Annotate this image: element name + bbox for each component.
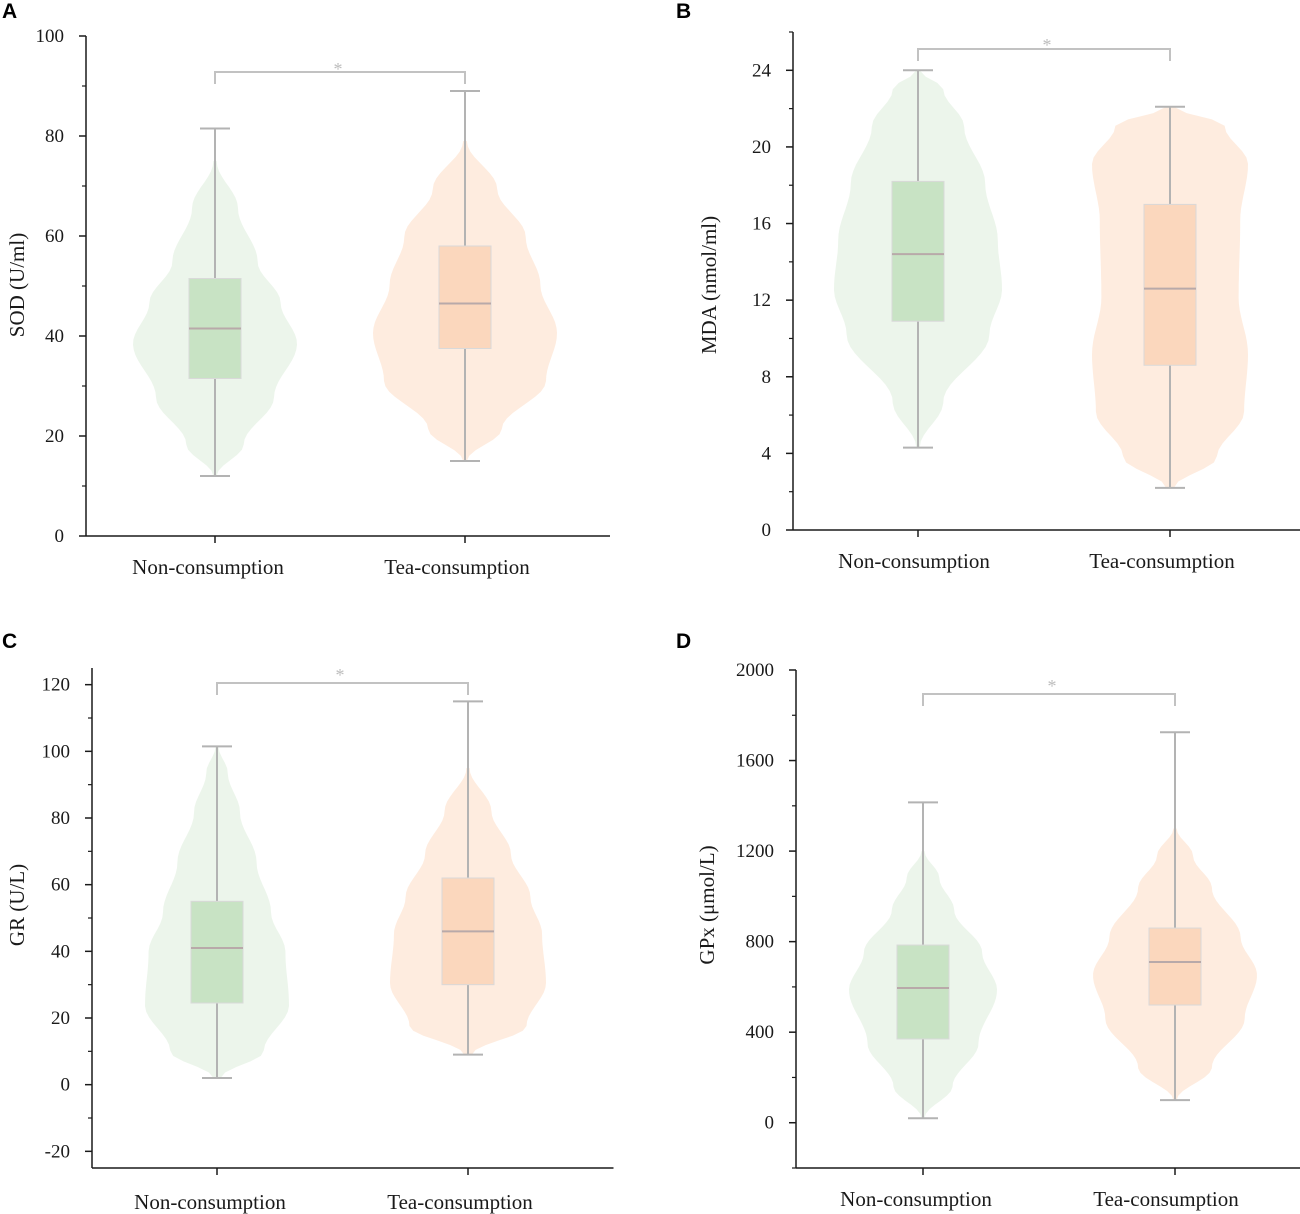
significance-bracket [216, 682, 469, 695]
y-tick-label: 0 [765, 1113, 775, 1134]
panel-letter-a: A [2, 0, 17, 23]
panel-c-xlabel-non: Non-consumption [134, 1190, 286, 1214]
y-tick-label: 2000 [736, 660, 774, 681]
iqr-box-tea [438, 245, 492, 349]
panel-c-xlabel-tea: Tea-consumption [387, 1190, 533, 1214]
iqr-box-non [891, 180, 945, 322]
panel-b-plot: 0 4 8 12 16 20 24 [752, 31, 1300, 541]
panel-b-ylabel: MDA (nmol/ml) [697, 216, 721, 354]
panel-c: C GR (U/L) -20 0 20 40 60 80 100 120 Non-consum… [2, 630, 614, 1214]
y-tick-label: 0 [61, 1075, 71, 1096]
iqr-box-non [896, 944, 950, 1040]
panel-b-xlabel-non: Non-consumption [838, 549, 990, 573]
y-tick-label: 4 [762, 443, 772, 464]
y-tick-label: 1600 [736, 751, 774, 772]
panel-letter-b: B [676, 0, 691, 23]
panel-b-significance-star: * [1043, 35, 1052, 55]
y-tick-label: 400 [746, 1022, 775, 1043]
y-tick-label: 20 [45, 426, 64, 447]
significance-bracket [922, 693, 1176, 706]
panel-d-ylabel: GPx (μmol/L) [695, 845, 719, 964]
panel-b: B MDA (nmol/ml) 0 4 8 12 16 20 24 Non-consumpt… [676, 0, 1300, 573]
y-tick-label: 20 [51, 1008, 70, 1029]
panel-letter-c: C [2, 630, 17, 653]
panel-d-significance-star: * [1048, 676, 1057, 696]
iqr-box-tea [1148, 927, 1202, 1006]
panel-a-xlabel-tea: Tea-consumption [384, 555, 530, 579]
panel-a-xlabel-non: Non-consumption [132, 555, 284, 579]
panel-b-xlabel-tea: Tea-consumption [1089, 549, 1235, 573]
y-tick-label: 8 [762, 367, 772, 388]
y-tick-label: -20 [45, 1141, 70, 1162]
y-tick-label: 800 [746, 932, 775, 953]
significance-bracket [917, 48, 1171, 61]
y-tick-label: 12 [752, 290, 771, 311]
panel-d-xlabel-tea: Tea-consumption [1093, 1187, 1239, 1211]
iqr-box-non [190, 900, 244, 1004]
panel-a-ylabel: SOD (U/ml) [5, 233, 29, 337]
panel-c-ylabel: GR (U/L) [5, 864, 29, 946]
y-tick-label: 120 [42, 675, 71, 696]
iqr-box-tea [1143, 203, 1197, 366]
y-tick-label: 24 [752, 60, 772, 81]
y-tick-label: 40 [45, 326, 64, 347]
y-tick-label: 0 [55, 526, 65, 547]
y-tick-label: 1200 [736, 841, 774, 862]
y-tick-label: 100 [36, 26, 65, 47]
y-tick-label: 20 [752, 137, 771, 158]
significance-bracket [214, 71, 466, 84]
panel-d-plot: 0 400 800 1200 1600 2000 [736, 660, 1300, 1175]
panel-c-plot: -20 0 20 40 60 80 100 120 [42, 668, 614, 1175]
y-tick-label: 40 [51, 941, 70, 962]
panel-a-significance-star: * [334, 59, 343, 79]
panel-a: A SOD (U/ml) 0 20 40 60 80 100 Non-consumptio… [2, 0, 610, 579]
y-tick-label: 80 [51, 808, 70, 829]
y-tick-label: 16 [752, 214, 771, 235]
y-tick-label: 80 [45, 126, 64, 147]
y-tick-label: 60 [45, 226, 64, 247]
y-tick-label: 0 [762, 520, 772, 541]
panel-d: D GPx (μmol/L) 0 400 800 1200 1600 2000 Non-c… [676, 630, 1300, 1211]
panel-a-plot: 0 20 40 60 80 100 [36, 26, 610, 547]
panel-c-significance-star: * [336, 665, 345, 685]
y-tick-label: 60 [51, 875, 70, 896]
y-tick-label: 100 [42, 741, 71, 762]
panel-d-xlabel-non: Non-consumption [840, 1187, 992, 1211]
panel-letter-d: D [676, 630, 691, 653]
